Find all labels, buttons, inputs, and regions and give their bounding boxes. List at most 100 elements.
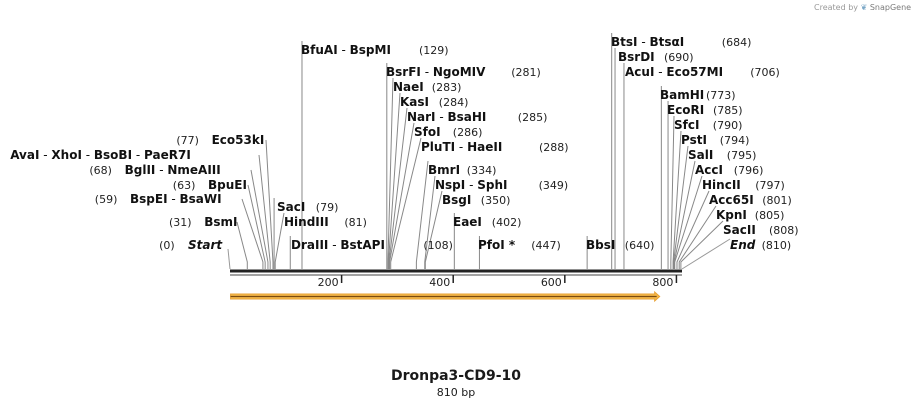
site-label-draiii-bstapi[interactable]: DraIII - BstAPI [291,238,385,252]
site-coord-bsgi: (350) [481,194,511,207]
site-enzyme-name: BspMI [350,43,391,57]
site-enzyme-name: BpuEI [208,178,247,192]
site-label-start[interactable]: Start [188,238,223,252]
site-coord-draiii-bstapi: (108) [423,239,453,252]
site-label-eaei[interactable]: EaeI [453,215,482,229]
site-coord-nari-bsahi: (285) [518,111,548,124]
site-line-hincii [674,175,703,269]
site-enzyme-name: Eco57MI [666,65,723,79]
site-label-acui-eco57mi[interactable]: AcuI - Eco57MI [625,65,723,79]
site-coord-btsi-bts-i: (684) [722,36,752,49]
site-label-saci[interactable]: SacI [277,200,305,214]
site-line-kasi [387,92,401,269]
site-enzyme-name: BsgI [442,193,471,207]
site-label-acci[interactable]: AccI [695,163,723,177]
site-enzyme-name: EaeI [453,215,482,229]
site-label-hindiii[interactable]: HindIII [284,215,329,229]
site-label-bfuai-bspmi[interactable]: BfuAI - BspMI [301,43,391,57]
site-label-ecori[interactable]: EcoRI [667,103,704,117]
site-label-bmri[interactable]: BmrI [428,163,460,177]
site-label-bsgi[interactable]: BsgI [442,193,471,207]
site-line-bsmi [236,221,248,269]
site-enzyme-name: HincII [702,178,741,192]
site-label-bamhi[interactable]: BamHI [660,88,704,102]
site-coord-hincii: (797) [755,179,785,192]
site-label-pfoi[interactable]: PfoI * [478,238,516,252]
site-label-bspei-bsawi[interactable]: BspEI - BsaWI [130,192,222,206]
site-coord-eco53ki: (77) [176,134,199,147]
site-line-nspi-sphi [424,175,436,269]
site-separator: - [328,238,340,252]
site-label-eco53ki[interactable]: Eco53kI [212,133,265,147]
site-enzyme-name: XhoI [51,148,82,162]
site-coord-bbsi: (640) [625,239,655,252]
site-coord-bglii-nmeaiii: (68) [89,164,112,177]
site-enzyme-name: BglII [125,163,156,177]
site-label-hincii[interactable]: HincII [702,178,741,192]
site-enzyme-name: BsrDI [618,50,655,64]
feature-arrow[interactable] [230,290,661,303]
site-enzyme-name: BfuAI [301,43,338,57]
site-enzyme-name: EcoRI [667,103,704,117]
site-enzyme-name: SacII [723,223,756,237]
site-enzyme-name: BsaHI [448,110,487,124]
site-enzyme-name: AcuI [625,65,654,79]
site-separator: - [654,65,666,79]
site-separator: - [39,148,51,162]
site-line-eco53ki [265,139,274,269]
site-coord-pfoi: (447) [531,239,561,252]
site-coord-psti: (794) [720,134,750,147]
site-label-bglii-nmeaiii[interactable]: BglII - NmeAIII [125,163,221,177]
site-label-sacii[interactable]: SacII [723,223,756,237]
site-line-hindiii [274,212,285,269]
site-line-bpuei [247,184,266,269]
snapgene-logo-icon: ❦ [860,3,868,12]
site-line-pluti-haeii [390,137,422,269]
site-enzyme-name: KasI [400,95,429,109]
site-coord-bfuai-bspmi: (129) [419,44,449,57]
site-enzyme-name: BsmI [204,215,237,229]
site-label-nspi-sphi[interactable]: NspI - SphI [435,178,507,192]
site-label-sali[interactable]: SalI [688,148,713,162]
site-enzyme-name: Eco53kI [212,133,265,147]
site-label-kasi[interactable]: KasI [400,95,429,109]
site-line-acc65i [676,190,710,269]
site-label-btsi-bts-i[interactable]: BtsI - BtsαI [611,35,684,49]
site-enzyme-name: End [730,238,756,252]
site-coord-pluti-haeii: (288) [539,141,569,154]
map-length: 810 bp [436,386,476,399]
site-enzyme-name: PluTI [421,140,455,154]
site-line-bsgi [424,190,443,269]
site-enzyme-name: Acc65I [709,193,754,207]
site-label-avai-xhoi-bsobi-paer7i[interactable]: AvaI - XhoI - BsoBI - PaeR7I [10,148,191,162]
site-enzyme-name: BtsαI [649,35,684,49]
site-label-pluti-haeii[interactable]: PluTI - HaeII [421,140,502,154]
site-label-acc65i[interactable]: Acc65I [709,193,754,207]
tick-label-200: 200 [318,276,339,289]
site-coord-acci: (796) [734,164,764,177]
site-label-end[interactable]: End [730,238,756,252]
created-by-credit: Created by ❦ SnapGene [814,3,911,12]
site-separator: - [155,163,167,177]
site-label-nari-bsahi[interactable]: NarI - BsaHI [407,110,486,124]
backbone-underline [230,274,682,276]
site-enzyme-name: NgoMIV [433,65,486,79]
site-coord-kasi: (284) [439,96,469,109]
site-coord-end: (810) [762,239,792,252]
site-coord-hindiii: (81) [344,216,367,229]
site-coord-bpuei: (63) [173,179,196,192]
site-label-sfoi[interactable]: SfoI [414,125,441,139]
site-label-bsrdi[interactable]: BsrDI [618,50,655,64]
site-enzyme-name: BspEI [130,192,168,206]
tick-label-800: 800 [652,276,673,289]
site-separator: - [338,43,350,57]
site-label-bpuei[interactable]: BpuEI [208,178,247,192]
site-label-bbsi[interactable]: BbsI [586,238,615,252]
site-label-bsmi[interactable]: BsmI [204,215,237,229]
site-label-sfci[interactable]: SfcI [674,118,699,132]
site-label-bsrfi-ngomiv[interactable]: BsrFI - NgoMIV [386,65,486,79]
site-label-psti[interactable]: PstI [681,133,707,147]
site-line-sali [673,145,689,269]
site-label-naei[interactable]: NaeI [393,80,424,94]
site-label-kpni[interactable]: KpnI [716,208,747,222]
